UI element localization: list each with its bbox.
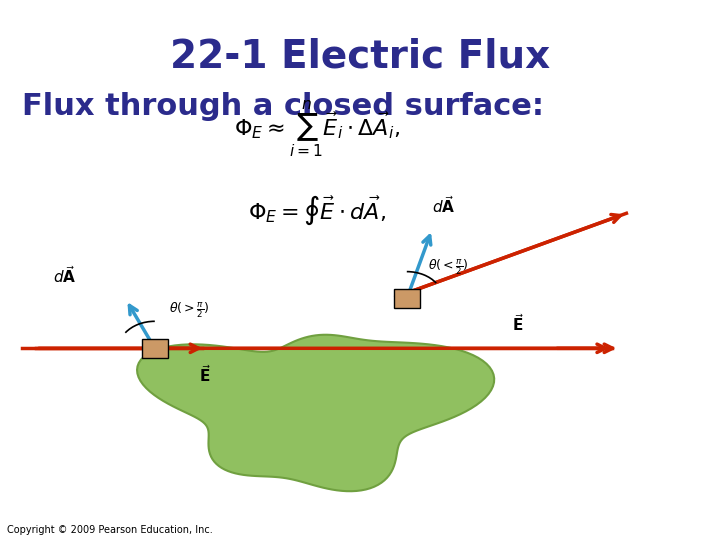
Text: $\vec{\mathbf{E}}$: $\vec{\mathbf{E}}$ bbox=[199, 364, 212, 386]
Text: Copyright © 2009 Pearson Education, Inc.: Copyright © 2009 Pearson Education, Inc. bbox=[7, 524, 213, 535]
Polygon shape bbox=[137, 335, 494, 491]
Text: $\Phi_E = \oint \vec{E} \cdot d\vec{A},$: $\Phi_E = \oint \vec{E} \cdot d\vec{A},$ bbox=[248, 194, 386, 227]
Text: $d\vec{\mathbf{A}}$: $d\vec{\mathbf{A}}$ bbox=[53, 265, 76, 286]
Text: 22-1 Electric Flux: 22-1 Electric Flux bbox=[170, 38, 550, 76]
Text: $\theta(>\frac{\pi}{2})$: $\theta(>\frac{\pi}{2})$ bbox=[169, 301, 210, 320]
Polygon shape bbox=[394, 289, 420, 308]
Text: $\theta(<\frac{\pi}{2})$: $\theta(<\frac{\pi}{2})$ bbox=[428, 258, 469, 277]
Text: Flux through a closed surface:: Flux through a closed surface: bbox=[22, 92, 544, 121]
Text: $\Phi_E \approx \sum_{i=1}^{n} \vec{E}_i \cdot \Delta \vec{A}_i,$: $\Phi_E \approx \sum_{i=1}^{n} \vec{E}_i… bbox=[234, 99, 400, 160]
Text: $d\vec{\mathbf{A}}$: $d\vec{\mathbf{A}}$ bbox=[432, 195, 456, 216]
Polygon shape bbox=[142, 339, 168, 358]
Text: $\vec{\mathbf{E}}$: $\vec{\mathbf{E}}$ bbox=[512, 313, 525, 334]
